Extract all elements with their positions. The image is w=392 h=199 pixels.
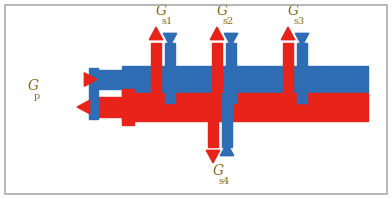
Polygon shape <box>149 27 163 40</box>
Text: G: G <box>213 164 224 178</box>
Polygon shape <box>281 27 295 40</box>
Bar <box>98 70 122 89</box>
Bar <box>226 43 236 66</box>
Bar <box>151 66 161 93</box>
Bar <box>222 93 232 121</box>
Bar <box>297 66 307 103</box>
Text: s1: s1 <box>162 17 173 25</box>
Text: s2: s2 <box>223 17 234 25</box>
Text: G: G <box>156 4 167 18</box>
Bar <box>208 93 218 121</box>
Text: G: G <box>28 79 39 93</box>
Bar <box>122 89 134 125</box>
Bar <box>208 121 218 147</box>
Text: G: G <box>288 4 299 18</box>
Polygon shape <box>210 27 224 40</box>
Text: G: G <box>217 4 228 18</box>
Polygon shape <box>84 73 97 86</box>
Bar <box>89 68 98 119</box>
Bar <box>165 66 175 103</box>
Polygon shape <box>163 33 177 46</box>
Bar <box>212 43 222 66</box>
Bar <box>122 93 368 121</box>
Polygon shape <box>295 33 309 46</box>
Bar <box>151 43 161 66</box>
Polygon shape <box>224 33 238 46</box>
Text: p: p <box>33 92 40 101</box>
Bar <box>222 121 232 147</box>
Bar <box>297 43 307 66</box>
Text: s3: s3 <box>294 17 305 25</box>
Bar <box>283 66 293 93</box>
Polygon shape <box>206 150 220 163</box>
Bar <box>165 43 175 66</box>
Bar <box>212 66 222 93</box>
Bar <box>98 97 122 117</box>
Bar <box>283 43 293 66</box>
Bar <box>226 66 236 103</box>
Polygon shape <box>220 143 234 156</box>
Text: s4: s4 <box>218 177 230 185</box>
Polygon shape <box>77 100 90 114</box>
Bar <box>122 66 368 93</box>
